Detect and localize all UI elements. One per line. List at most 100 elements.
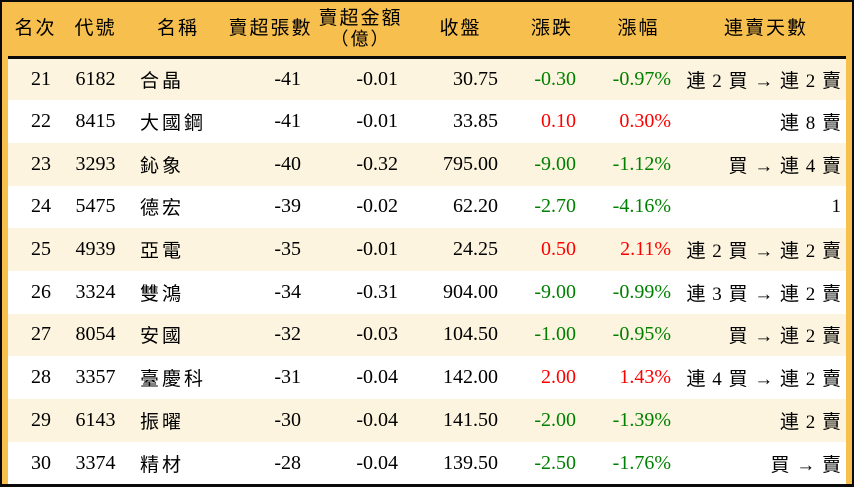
code-cell: 3374 — [75, 451, 116, 474]
change-cell: -9.00 — [513, 271, 591, 314]
streak-cell: 連 3 買 → 連 2 賣 — [686, 283, 842, 305]
sell-amount-cell: -0.31 — [356, 280, 398, 303]
code-cell: 5475 — [75, 195, 116, 218]
close-cell: 62.20 — [453, 195, 498, 218]
col-header-sell-amount-line2: （億） — [330, 28, 391, 49]
change-cell: 0.50 — [513, 228, 591, 271]
rank-cell: 27 — [31, 323, 51, 346]
change-pct-cell: 0.30% — [591, 100, 686, 143]
name-cell: 大國鋼 — [140, 113, 207, 135]
streak-cell: 連 2 賣 — [779, 411, 842, 433]
table-row: 22 8415 大國鋼 -41 -0.01 33.85 0.10 0.30% 連… — [8, 100, 846, 143]
streak-cell: 連 2 買 → 連 2 賣 — [686, 241, 842, 263]
change-value: -2.50 — [534, 451, 576, 474]
name-cell: 鈊象 — [140, 155, 185, 177]
col-header-rank: 名次 — [14, 17, 57, 39]
name-cell: 亞電 — [140, 241, 185, 263]
name-cell: 臺慶科 — [140, 369, 207, 391]
code-cell: 6143 — [75, 408, 116, 431]
change-pct-cell: -1.76% — [591, 442, 686, 485]
rank-cell: 22 — [31, 110, 51, 133]
change-cell: -0.30 — [513, 58, 591, 101]
streak-cell: 連 2 買 → 連 2 賣 — [686, 71, 842, 93]
col-header-sell-amount-line1: 賣超金額 — [318, 7, 403, 29]
change-pct-cell: -4.16% — [591, 186, 686, 229]
close-cell: 104.50 — [443, 323, 498, 346]
table-row: 26 3324 雙鴻 -34 -0.31 904.00 -9.00 -0.99%… — [8, 270, 846, 314]
table-row: 29 6143 振曜 -30 -0.04 141.50 -2.00 -1.39%… — [8, 399, 846, 442]
sell-volume-cell: -28 — [274, 451, 301, 474]
change-cell: 0.10 — [513, 100, 591, 143]
streak-cell: 買 → 連 4 賣 — [728, 155, 842, 177]
code-cell: 3293 — [75, 152, 116, 175]
name-cell: 精材 — [140, 454, 185, 476]
sell-amount-cell: -0.01 — [356, 238, 398, 261]
header-row: 名次 代號 名稱 賣超張數 賣超金額 （億） 收盤 漲跌 漲幅 連賣天數 — [8, 2, 846, 58]
code-cell: 4939 — [75, 238, 116, 261]
table-row: 27 8054 安國 -32 -0.03 104.50 -1.00 -0.95%… — [8, 313, 846, 357]
col-header-change-pct: 漲幅 — [617, 17, 660, 39]
close-cell: 795.00 — [443, 152, 498, 175]
code-cell: 8415 — [75, 110, 116, 133]
change-cell: -2.50 — [513, 442, 591, 485]
change-pct-cell: -1.39% — [591, 399, 686, 442]
col-header-name: 名稱 — [156, 17, 199, 39]
code-cell: 6182 — [75, 68, 116, 91]
close-cell: 33.85 — [453, 110, 498, 133]
table-row: 25 4939 亞電 -35 -0.01 24.25 0.50 2.11% 連 … — [8, 228, 846, 271]
change-pct-value: -1.12% — [612, 152, 671, 175]
col-header-sell-amount: 賣超金額 （億） — [313, 2, 408, 58]
rank-cell: 29 — [31, 408, 51, 431]
close-cell: 139.50 — [443, 451, 498, 474]
sell-amount-cell: -0.02 — [356, 195, 398, 218]
code-cell: 8054 — [75, 323, 116, 346]
table-row: 28 3357 臺慶科 -31 -0.04 142.00 2.00 1.43% … — [8, 356, 846, 399]
change-value: 0.10 — [541, 110, 576, 133]
sell-volume-cell: -40 — [274, 152, 301, 175]
table-row: 21 6182 合晶 -41 -0.01 30.75 -0.30 -0.97% … — [8, 57, 846, 101]
col-header-code: 代號 — [74, 17, 117, 39]
change-value: -2.00 — [534, 408, 576, 431]
sell-volume-cell: -32 — [274, 323, 301, 346]
code-cell: 3324 — [75, 280, 116, 303]
sell-volume-cell: -41 — [274, 68, 301, 91]
col-header-sell-volume: 賣超張數 — [228, 17, 313, 39]
change-pct-cell: -1.12% — [591, 143, 686, 186]
table-body: 21 6182 合晶 -41 -0.01 30.75 -0.30 -0.97% … — [8, 57, 846, 485]
name-cell: 安國 — [140, 326, 185, 348]
sell-volume-cell: -30 — [274, 408, 301, 431]
streak-cell: 買 → 連 2 賣 — [728, 326, 842, 348]
change-pct-value: -4.16% — [612, 195, 671, 218]
table-row: 23 3293 鈊象 -40 -0.32 795.00 -9.00 -1.12%… — [8, 142, 846, 186]
name-cell: 合晶 — [140, 71, 185, 93]
streak-cell: 連 4 買 → 連 2 賣 — [686, 369, 842, 391]
sell-volume-cell: -35 — [274, 238, 301, 261]
sell-amount-cell: -0.03 — [356, 323, 398, 346]
change-value: 2.00 — [541, 366, 576, 389]
close-cell: 904.00 — [443, 280, 498, 303]
change-pct-cell: -0.95% — [591, 314, 686, 357]
close-cell: 30.75 — [453, 68, 498, 91]
col-header-streak: 連賣天數 — [723, 17, 808, 39]
change-value: -0.30 — [534, 68, 576, 91]
rank-cell: 26 — [31, 280, 51, 303]
close-cell: 142.00 — [443, 366, 498, 389]
change-cell: -1.00 — [513, 314, 591, 357]
change-pct-value: -0.97% — [612, 68, 671, 91]
close-cell: 141.50 — [443, 408, 498, 431]
code-cell: 3357 — [75, 366, 116, 389]
sell-amount-cell: -0.04 — [356, 366, 398, 389]
sell-amount-cell: -0.01 — [356, 68, 398, 91]
change-pct-cell: 2.11% — [591, 228, 686, 271]
rank-cell: 28 — [31, 366, 51, 389]
sell-amount-cell: -0.04 — [356, 408, 398, 431]
change-pct-cell: 1.43% — [591, 356, 686, 399]
rank-cell: 23 — [31, 152, 51, 175]
change-pct-value: -1.76% — [612, 451, 671, 474]
streak-cell: 1 — [831, 195, 842, 217]
table-row: 24 5475 德宏 -39 -0.02 62.20 -2.70 -4.16% … — [8, 185, 846, 229]
change-value: -9.00 — [534, 280, 576, 303]
rank-cell: 30 — [31, 451, 51, 474]
change-value: 0.50 — [541, 238, 576, 261]
change-cell: 2.00 — [513, 356, 591, 399]
